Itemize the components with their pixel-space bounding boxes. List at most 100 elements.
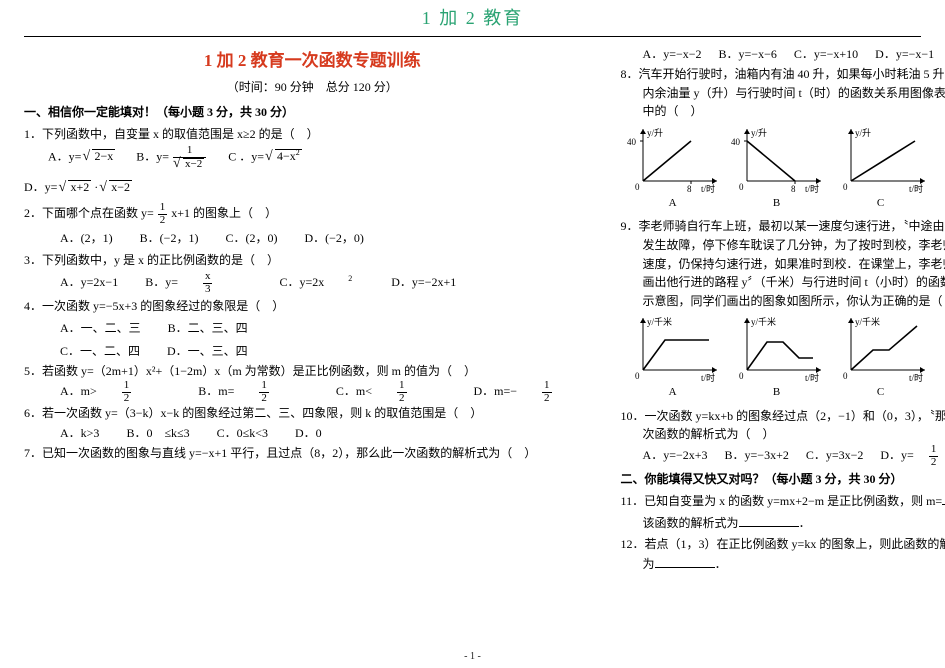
svg-text:y/升: y/升 <box>647 128 663 138</box>
q3c-text: C．y=2x <box>279 275 348 289</box>
chart-cell: y/千米t/时0C <box>833 314 929 402</box>
q5-opt-c: C．m<12 <box>336 384 456 398</box>
svg-text:8: 8 <box>687 184 692 194</box>
q1-opt-c-prefix: C ．y= <box>228 149 267 163</box>
chart-label: A <box>625 193 721 213</box>
question-4-options-row2: C．一、二、四 D．一、三、四 <box>24 340 601 362</box>
q7-opt-a: A．y=−x−2 <box>643 47 716 61</box>
q6-opt-b: B．0 ≤k≤3 <box>126 426 213 440</box>
fraction: 1 2 <box>158 202 168 226</box>
q3b-den: 3 <box>203 283 213 296</box>
q1c-rad-text: 4−x <box>277 149 296 163</box>
q5b-pre: B．m= <box>198 384 258 398</box>
sqrt-icon: x−2 <box>101 176 132 198</box>
fraction: 1 x−2 <box>173 145 206 170</box>
q5d-pre: D．m=− <box>474 384 542 398</box>
question-3-options: A．y=2x−1 B．y=x3 C．y=2x2 D．y=−2x+1 <box>24 271 601 295</box>
question-8-line2: 内余油量 y（升）与行驶时间 t（时）的函数关系用图像表示应为下图 <box>621 84 945 103</box>
q12-text: 12．若点（1，3）在正比例函数 y=kx 的图象上，则此函数的解析式 <box>621 537 945 551</box>
q11-text: 11．已知自变量为 x 的函数 y=mx+2−m 是正比例函数，则 m= <box>621 494 943 508</box>
svg-text:t/时: t/时 <box>909 372 923 383</box>
q1-opt-b-prefix: B．y= <box>136 149 172 163</box>
q10d-num: 1 <box>929 444 939 456</box>
fraction: x3 <box>203 271 237 295</box>
question-10-line1: 10．一次函数 y=kx+b 的图象经过点（2，−1）和（0，3），〝那么这个一 <box>621 407 945 426</box>
question-12-line2: 为． <box>621 553 945 575</box>
fill-blank <box>655 556 715 568</box>
question-1: 1．下列函数中，自变量 x 的取值范围是 x≥2 的是（ ） <box>24 123 601 145</box>
q1d-prefix: D．y= <box>24 180 60 194</box>
svg-text:y/升: y/升 <box>751 128 767 138</box>
q2-text-a: 2．下面哪个点在函数 y= <box>24 206 154 220</box>
two-column-layout: 1 加 2 教育一次函数专题训练 （时间：90 分钟 总分 120 分） 一、相… <box>24 43 921 639</box>
question-8-line3: 中的（ ） <box>621 102 945 121</box>
svg-text:0: 0 <box>843 182 848 192</box>
q5a-num: 1 <box>122 380 132 392</box>
q2-opt-a: A．(2，1) <box>60 231 137 245</box>
svg-text:0: 0 <box>635 182 640 192</box>
question-6-options: A．k>3 B．0 ≤k≤3 C．0≤k<3 D．0 <box>24 422 601 444</box>
question-11-line1: 11．已知自变量为 x 的函数 y=mx+2−m 是正比例函数，则 m=， <box>621 490 945 512</box>
mini-chart: y/升t/时0408 <box>729 125 825 195</box>
q12-text2: 为 <box>643 557 655 571</box>
sqrt-icon: 4−x2 <box>267 145 302 167</box>
q1-opt-a-radicand: 2−x <box>92 149 115 162</box>
question-12-line1: 12．若点（1，3）在正比例函数 y=kx 的图象上，则此函数的解析式 <box>621 535 945 554</box>
q7-opt-c: C．y=−x+10 <box>794 47 872 61</box>
q5-opt-b: B．m=12 <box>198 384 318 398</box>
q10d-den: 2 <box>929 456 939 469</box>
question-9-line1: 9．李老师骑自行车上班，最初以某一速度匀速行进，〝中途由于自行车 <box>621 217 945 236</box>
question-9-line5: 示意图，同学们画出的图象如图所示，你认为正确的是（ ） <box>621 292 945 311</box>
svg-text:t/时: t/时 <box>701 183 715 194</box>
question-10-line2: 次函数的解析式为（ ） <box>621 425 945 444</box>
svg-text:40: 40 <box>627 137 637 147</box>
question-10-options: A．y=−2x+3 B．y=−3x+2 C．y=3x−2 D．y=12x−3 <box>621 444 945 468</box>
svg-text:40: 40 <box>731 137 741 147</box>
q1c-sup: 2 <box>296 148 300 157</box>
q7-opt-b: B．y=−x−6 <box>719 47 791 61</box>
q2-num: 1 <box>158 202 168 214</box>
q5b-num: 1 <box>259 380 269 392</box>
q7-opt-d: D．y=−x−1 <box>875 47 945 61</box>
q11-text2: 该函数的解析式为 <box>643 516 739 530</box>
question-1-options-line1: A．y= 2−x B．y= 1 x−2 C ．y= 4−x2 <box>24 145 601 170</box>
question-8-line1: 8．汽车开始行驶时，油箱内有油 40 升，如果每小时耗油 5 升，则油箱 <box>621 65 945 84</box>
svg-text:t/时: t/时 <box>909 183 923 194</box>
q10-opt-a: A．y=−2x+3 <box>643 448 722 462</box>
svg-text:8: 8 <box>791 184 796 194</box>
q1d-rad1: x+2 <box>68 180 91 193</box>
question-9-line4: 画出他行进的路程 y〞（千米）与行进时间 t（小时）的函数图象的 <box>621 273 945 292</box>
question-11-line2: 该函数的解析式为． <box>621 512 945 534</box>
q1b-den-rad: x−2 <box>183 158 204 170</box>
q5a-pre: A．m> <box>60 384 121 398</box>
question-5-options: A．m>12 B．m=12 C．m<12 D．m=−12 <box>24 380 601 404</box>
q6-opt-d: D．0 <box>295 426 346 440</box>
q1b-numerator: 1 <box>173 145 206 157</box>
fraction: 12 <box>397 380 431 404</box>
mini-chart: y/升t/时0 <box>937 125 945 195</box>
svg-text:t/时: t/时 <box>701 372 715 383</box>
section-1-heading: 一、相信你一定能填对！（每小题 3 分，共 30 分） <box>24 101 601 123</box>
q5c-num: 1 <box>397 380 407 392</box>
question-3: 3．下列函数中，y 是 x 的正比例函数的是（ ） <box>24 249 601 271</box>
q2-opt-d: D．(−2，0) <box>304 231 387 245</box>
q3-opt-c: C．y=2x2 <box>279 275 376 289</box>
sqrt-icon: x−2 <box>175 158 204 171</box>
page-root: 1 加 2 教育 1 加 2 教育一次函数专题训练 （时间：90 分钟 总分 1… <box>0 0 945 668</box>
chart-cell: y/升 t/时 0 40 8A <box>625 125 721 213</box>
q4-opt-c: C．一、二、四 <box>60 344 164 358</box>
mini-chart: y/升t/时0 <box>833 125 929 195</box>
question-9-line2: 发生故障，停下修车耽误了几分钟，为了按时到校，李老师加快了 <box>621 236 945 255</box>
chart-label: D <box>937 193 945 213</box>
sqrt-icon: 2−x <box>84 145 115 167</box>
question-2: 2．下面哪个点在函数 y= 1 2 x+1 的图象上（ ） <box>24 202 601 226</box>
chart-label: B <box>729 382 825 402</box>
chart-label: A <box>625 382 721 402</box>
q2-opt-b: B．(−2，1) <box>140 231 223 245</box>
question-4-options-row1: A．一、二、三 B．二、三、四 <box>24 317 601 339</box>
chart-cell: y/千米t/时0D <box>937 314 945 402</box>
q3-opt-b: B．y=x3 <box>145 275 264 289</box>
question-9-line3: 速度，仍保持匀速行进，如果准时到校．在课堂上，李老师请学生 <box>621 255 945 274</box>
fill-blank <box>739 516 799 528</box>
chart-label: B <box>729 193 825 213</box>
